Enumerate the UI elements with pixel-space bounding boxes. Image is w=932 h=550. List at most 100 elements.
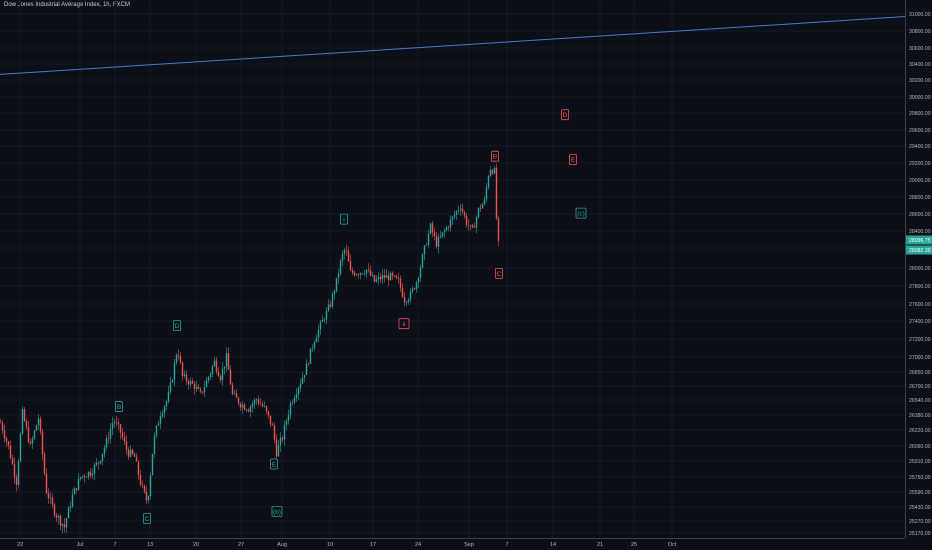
candle-body [77,478,80,490]
candle-body [165,401,168,407]
candle-body [195,386,198,389]
candle-body [211,366,214,374]
candle-body [383,274,386,278]
wave-label-box [173,320,181,331]
candle-body [69,506,72,508]
candle-body [289,402,292,415]
candle-body [203,387,206,393]
candle-body [131,449,134,454]
candle-body [147,496,150,501]
wave-label-box [270,458,278,470]
candle-body [183,374,186,376]
candle-body [479,207,482,209]
candle-body [37,418,40,426]
candle-body [47,493,50,499]
y-tick-label: 27800.00 [909,284,931,290]
candle-body [133,453,136,457]
price-label-bg [906,245,932,255]
candle-body [441,232,444,237]
candle-body [449,219,452,228]
candle-body [401,287,404,297]
y-tick-label: 31000.00 [909,12,931,18]
x-tick-label: Sep [464,542,474,548]
wave-label: B [117,404,121,411]
candle-body [353,272,356,276]
candle-body [261,404,264,407]
candle-body [185,374,188,382]
candle-body [257,399,260,404]
candle-body [433,232,436,237]
candle-body [123,437,126,442]
candle-body [233,393,236,395]
candle-body [419,267,422,279]
candle-body [167,391,170,402]
candle-body [359,273,362,276]
candle-body [191,380,194,384]
candle-body [443,230,446,233]
price-label-bg [906,235,932,245]
candle-body [371,275,374,276]
candle-body [135,456,138,462]
wave-label-box [340,213,348,225]
y-tick-label: 25590.00 [909,490,931,496]
y-tick-label: 25430.00 [909,505,931,511]
wave-label: D [563,112,568,119]
candle-body [451,216,454,220]
candle-body [79,477,82,479]
wave-label-box [569,154,577,166]
candle-body [161,413,164,417]
candle-body [155,425,158,436]
candle-body [27,427,30,443]
candle-body [197,386,200,389]
candle-body [157,423,160,426]
candle-body [297,387,300,395]
candle-body [219,376,222,381]
candle-body [99,460,102,464]
candle-body [429,223,432,234]
candle-body [277,445,280,457]
y-tick-label: 30400.00 [909,62,931,68]
candle-body [121,432,124,438]
candle-body [495,167,498,219]
y-tick-label: 30200.00 [909,78,931,84]
x-tick-label: 13 [147,542,153,548]
candle-body [45,473,48,494]
wave-label: E [272,462,277,469]
y-tick-label: 26380.00 [909,413,931,419]
candle-body [271,424,274,426]
candle-body [201,391,204,393]
y-tick-label: 29600.00 [909,128,931,134]
candle-body [227,352,230,370]
candle-body [343,249,346,254]
candle-body [9,445,12,459]
y-tick-label: 29400.00 [909,144,931,150]
candle-body [229,369,232,385]
candle-body [421,254,424,268]
candle-body [15,477,18,485]
candle-body [405,302,408,303]
price-label: 28082.39 [909,248,931,254]
candle-body [111,423,114,429]
candle-body [387,275,390,281]
candle-body [323,319,326,321]
candle-body [53,504,56,516]
candle-body [307,363,310,365]
candle-body [31,438,34,444]
wave-label-box [561,109,569,121]
y-tick-label: 26540.00 [909,398,931,404]
wave-label-box [491,150,499,162]
candle-body [245,409,248,411]
candle-body [423,245,426,255]
candle-body [255,399,258,401]
candle-body [351,270,354,273]
candle-body [65,518,68,528]
candle-body [29,442,32,444]
candle-body [141,484,144,486]
candle-body [171,380,174,383]
candle-body [453,215,456,217]
x-tick-label: 7 [505,542,508,548]
x-tick-label: 24 [415,542,421,548]
candle-body [217,371,220,377]
candle-body [265,406,268,412]
